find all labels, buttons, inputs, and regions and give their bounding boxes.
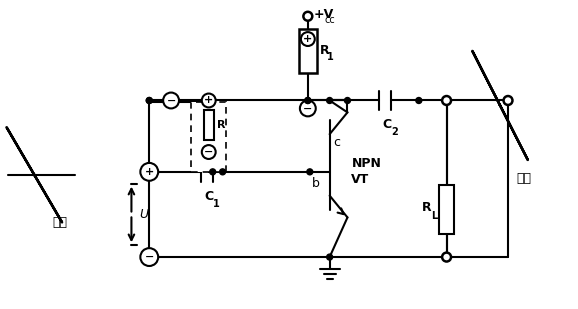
Circle shape xyxy=(300,100,316,116)
Circle shape xyxy=(140,163,158,181)
Circle shape xyxy=(503,96,513,105)
Text: C: C xyxy=(383,118,392,131)
Circle shape xyxy=(202,94,216,108)
Bar xyxy=(204,110,214,140)
Circle shape xyxy=(442,253,451,261)
Text: −: − xyxy=(303,104,313,113)
Circle shape xyxy=(146,98,152,104)
Text: VT: VT xyxy=(351,173,370,186)
Circle shape xyxy=(146,98,152,104)
Text: R: R xyxy=(422,201,432,214)
Text: c: c xyxy=(334,136,340,149)
Text: L: L xyxy=(432,211,438,222)
Text: b: b xyxy=(312,177,320,190)
Text: +: + xyxy=(204,95,213,105)
Circle shape xyxy=(163,93,179,108)
Text: +: + xyxy=(144,167,154,177)
Text: C: C xyxy=(204,190,213,203)
Circle shape xyxy=(305,98,311,104)
Bar xyxy=(439,185,454,234)
Circle shape xyxy=(344,98,350,104)
Bar xyxy=(299,29,317,73)
Text: U: U xyxy=(139,208,149,221)
Text: 2: 2 xyxy=(392,127,398,137)
Bar xyxy=(191,103,225,172)
Text: −: − xyxy=(144,252,154,262)
Text: 1: 1 xyxy=(213,199,220,209)
Text: 输出: 输出 xyxy=(516,172,531,185)
Text: cc: cc xyxy=(325,15,335,25)
Text: 1: 1 xyxy=(327,52,334,62)
Text: R: R xyxy=(320,44,329,57)
Text: +: + xyxy=(303,34,313,44)
Text: −: − xyxy=(166,95,176,105)
Circle shape xyxy=(416,98,422,104)
Text: 输入: 输入 xyxy=(53,216,68,229)
Circle shape xyxy=(327,98,332,104)
Circle shape xyxy=(305,98,311,104)
Circle shape xyxy=(301,32,315,46)
Circle shape xyxy=(327,254,332,260)
Circle shape xyxy=(202,145,216,159)
Text: R: R xyxy=(217,120,225,130)
Circle shape xyxy=(303,12,312,21)
Circle shape xyxy=(140,248,158,266)
Circle shape xyxy=(307,169,313,175)
Text: +V: +V xyxy=(314,8,334,21)
Text: −: − xyxy=(204,147,213,157)
Circle shape xyxy=(443,98,450,104)
Circle shape xyxy=(220,169,225,175)
Circle shape xyxy=(442,96,451,105)
Text: NPN: NPN xyxy=(351,157,381,171)
Circle shape xyxy=(210,169,216,175)
